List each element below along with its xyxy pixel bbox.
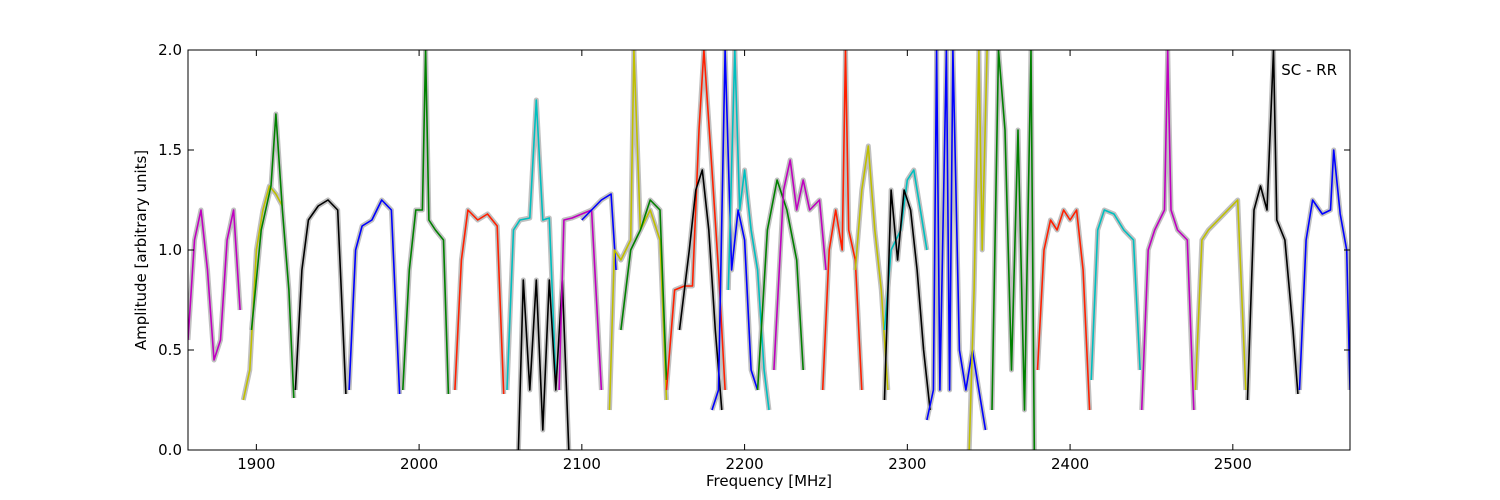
series-line [926, 50, 987, 431]
series-line [294, 199, 347, 395]
x-tick-label: 1900 [237, 455, 275, 473]
series-line [608, 50, 668, 411]
series-line [883, 169, 928, 331]
series-line [756, 179, 804, 391]
series-line [581, 193, 617, 271]
x-tick-label: 2100 [563, 455, 601, 473]
series-line [773, 159, 827, 371]
y-axis-label: Amplitude [arbitrary units] [132, 150, 150, 350]
series-line [454, 209, 505, 395]
series-line [1036, 209, 1091, 411]
series-line [854, 145, 889, 391]
y-tick-label: 0.5 [158, 341, 182, 359]
series-line [242, 185, 284, 401]
series-line [620, 199, 668, 381]
series-line [711, 50, 759, 411]
series-line [991, 50, 1036, 450]
series-line [1298, 149, 1350, 391]
series-line [402, 50, 450, 395]
series-line [968, 50, 988, 450]
x-axis: 1900 2000 2100 2200 2300 2400 2500 [237, 50, 1252, 473]
series-group [188, 50, 1350, 450]
y-tick-label: 1.0 [158, 241, 182, 259]
series-line [821, 50, 863, 391]
plot-area [188, 50, 1350, 450]
y-tick-label: 1.5 [158, 141, 182, 159]
series-line [250, 113, 295, 399]
series-line [727, 50, 770, 411]
series-line [1246, 50, 1299, 401]
x-tick-label: 2200 [725, 455, 763, 473]
series-line [348, 199, 401, 395]
series-line [517, 279, 570, 450]
x-axis-label: Frequency [MHz] [706, 472, 832, 490]
y-tick-label: 2.0 [158, 41, 182, 59]
series-line [665, 50, 726, 391]
x-tick-label: 2400 [1051, 455, 1089, 473]
x-tick-label: 2000 [400, 455, 438, 473]
series-line [678, 169, 723, 411]
x-tick-label: 2300 [888, 455, 926, 473]
series-line [558, 209, 603, 391]
y-axis: 0.0 0.5 1.0 1.5 2.0 [158, 41, 1350, 459]
series-line [883, 189, 931, 411]
series-line [188, 209, 241, 361]
series-line [1140, 50, 1195, 411]
y-tick-label: 0.0 [158, 441, 182, 459]
series-line [506, 99, 557, 391]
series-line [1090, 209, 1141, 381]
x-tick-label: 2500 [1214, 455, 1252, 473]
series-line [1194, 199, 1247, 391]
chart-annotation: SC - RR [1281, 61, 1337, 79]
